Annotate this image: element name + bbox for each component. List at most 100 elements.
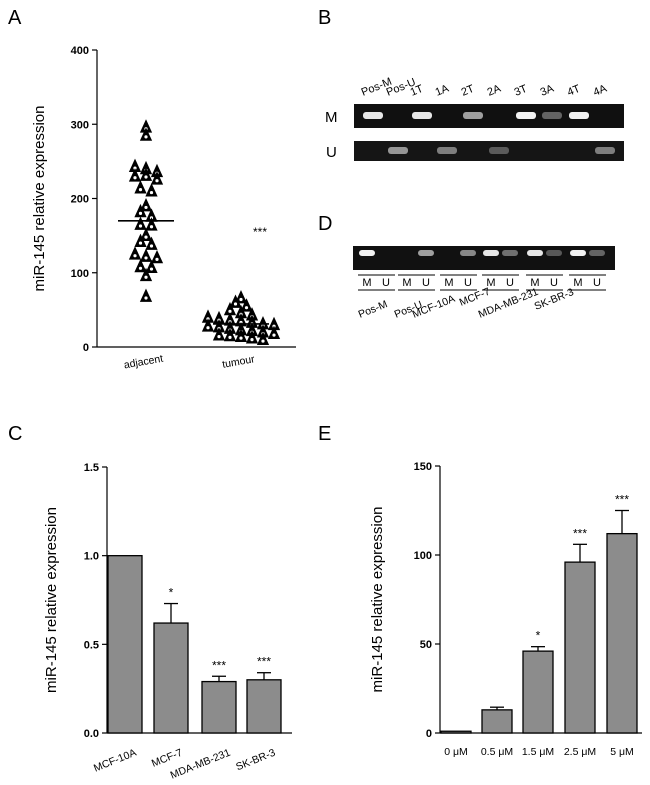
gel-b-u-band [388, 147, 408, 154]
e-category-label: 1.5 μM [522, 746, 554, 758]
panel-label-a: A [8, 7, 22, 29]
a-point [145, 217, 158, 231]
a-y-tick-label: 300 [71, 119, 89, 131]
a-point [223, 327, 237, 342]
a-point [145, 259, 158, 273]
a-point [139, 197, 153, 212]
a-point-highlight [272, 333, 276, 337]
a-point-highlight [133, 176, 137, 180]
gel-b-m-band [569, 112, 589, 119]
a-point-highlight [155, 257, 159, 261]
e-y-axis-label: miR-145 relative expression [369, 507, 386, 693]
c-y-tick-label: 0.5 [84, 639, 99, 651]
a-point [145, 183, 158, 197]
c-category-label: MCF-10A [92, 747, 138, 775]
a-point-highlight [133, 166, 137, 170]
a-point [134, 258, 147, 273]
e-bar [481, 709, 513, 734]
gel-b-lane-label: 1T [409, 83, 426, 99]
gel-d-lane-label: M [362, 277, 371, 289]
a-point [267, 325, 281, 340]
gel-d-lane-label: M [530, 277, 539, 289]
c-y-tick-label: 1.5 [84, 462, 99, 474]
a-point-highlight [228, 335, 232, 339]
c-bar [153, 622, 189, 734]
a-point-highlight [149, 225, 154, 229]
a-point [128, 246, 142, 260]
e-bar [522, 650, 554, 734]
a-point [201, 318, 215, 332]
gel-b-m-band [463, 112, 483, 119]
a-category-label: adjacent [123, 353, 164, 372]
c-y-tick-label: 0.0 [84, 728, 99, 740]
a-point-highlight [155, 179, 159, 183]
a-point [229, 294, 242, 308]
e-category-label: 2.5 μM [564, 746, 596, 758]
c-significance-label: *** [212, 658, 226, 672]
e-category-label: 0 μM [444, 746, 468, 758]
bar-chart-c: 0.0 0.5 1.0 1.5 miR-145 relative expression M… [43, 462, 292, 782]
gel-d-strip [353, 246, 615, 270]
gel-d-lane-label: U [593, 277, 601, 289]
a-point [139, 288, 153, 302]
panel-label-d: D [318, 213, 332, 235]
a-point-highlight [206, 326, 210, 330]
a-point [240, 298, 253, 312]
a-point-highlight [149, 267, 154, 271]
a-y-tick-label: 200 [71, 194, 89, 206]
gel-d-band [502, 250, 518, 256]
c-y-tick-label: 1.0 [84, 551, 99, 563]
a-point [139, 227, 153, 242]
e-bar [606, 532, 638, 734]
gel-b-m-band [363, 112, 383, 119]
gel-d-lane-label: M [444, 277, 453, 289]
a-point-highlight [239, 336, 243, 340]
e-bar [440, 730, 472, 734]
gel-b-u-band [489, 147, 509, 154]
gel-d-band [418, 250, 434, 256]
a-point-highlight [261, 339, 265, 343]
a-point [134, 233, 147, 247]
gel-d-band [483, 250, 499, 256]
a-point [139, 167, 153, 181]
a-point [150, 249, 164, 264]
a-point-highlight [144, 256, 148, 260]
a-point [128, 168, 142, 182]
c-bar [107, 555, 143, 734]
a-point-highlight [138, 188, 143, 192]
c-significance-label: *** [257, 655, 271, 669]
gel-b-lane-label: 3T [513, 83, 530, 99]
gel-b-row-m-label: M [325, 109, 338, 126]
e-y-tick-label: 100 [414, 550, 432, 562]
a-point-highlight [250, 337, 254, 342]
gel-b-lane-label: 2A [486, 82, 504, 98]
e-y-tick-label: 150 [414, 461, 432, 473]
gel-d-band [546, 250, 562, 256]
gel-b-row-u-label: U [326, 144, 337, 161]
a-point [145, 236, 158, 250]
a-point [234, 290, 248, 304]
a-point-highlight [144, 235, 148, 239]
a-y-tick-label: 100 [71, 268, 89, 280]
a-point-highlight [149, 190, 154, 195]
a-significance-label: *** [253, 225, 267, 239]
a-point [150, 171, 164, 185]
gel-d-lane-label: U [506, 277, 514, 289]
gel-d-lane-label: U [550, 277, 558, 289]
gel-b-u-band [437, 147, 457, 154]
a-point [134, 216, 147, 230]
a-category-label: tumour [221, 353, 256, 371]
gel-d-sample-label: Pos-M [357, 298, 390, 320]
panel-label-e: E [318, 423, 331, 445]
e-significance-label: * [536, 629, 541, 643]
a-point-highlight [144, 296, 148, 300]
gel-b-m-band [516, 112, 536, 119]
gel-b-lane-label: 4T [566, 83, 583, 99]
a-point-highlight [144, 205, 148, 210]
c-bar [246, 679, 282, 734]
e-significance-label: *** [615, 493, 629, 507]
gel-b-lane-label: 4A [592, 82, 610, 98]
e-bar [564, 561, 596, 734]
